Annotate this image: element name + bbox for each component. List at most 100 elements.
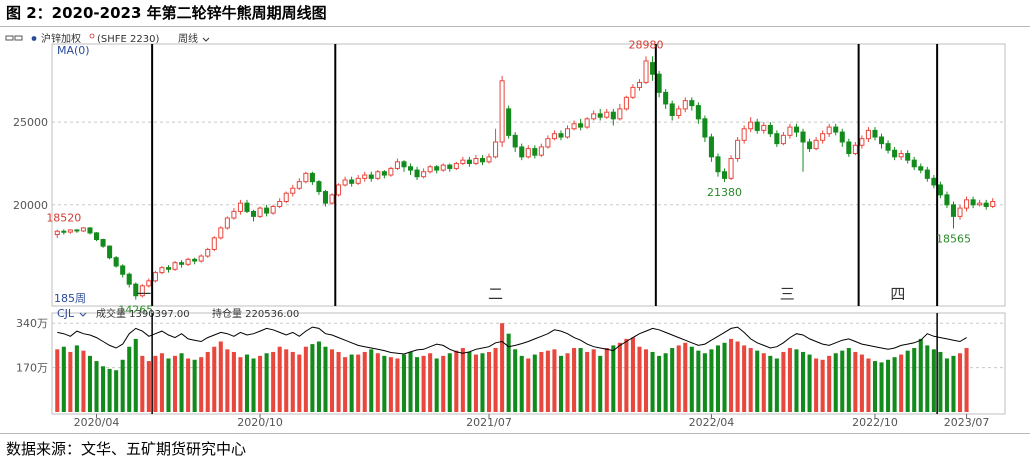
volume-bar bbox=[552, 349, 557, 412]
candle-down bbox=[264, 207, 270, 214]
candle-down bbox=[669, 103, 675, 117]
volume-bar bbox=[892, 357, 897, 412]
volume-bar bbox=[912, 348, 917, 412]
candle-up bbox=[355, 177, 361, 184]
candle-up bbox=[643, 60, 649, 83]
candle-down bbox=[650, 62, 656, 75]
volume-bar bbox=[853, 351, 858, 412]
volume-bar bbox=[133, 338, 138, 412]
candle-down bbox=[179, 262, 185, 265]
volume-tick-label: 340万 bbox=[16, 317, 48, 330]
period-selector[interactable]: 周线 bbox=[178, 32, 198, 45]
candle-up bbox=[388, 167, 394, 176]
volume-bar bbox=[774, 358, 779, 412]
candle-up bbox=[440, 164, 446, 171]
candle-up bbox=[342, 179, 348, 186]
candle-up bbox=[218, 227, 224, 239]
candle-down bbox=[192, 258, 198, 262]
symbol-name[interactable]: 沪锌加权 bbox=[41, 32, 81, 45]
chevron-down-icon[interactable] bbox=[202, 37, 210, 42]
volume-bar bbox=[205, 351, 210, 412]
candle-down bbox=[532, 148, 538, 156]
candle-up bbox=[277, 200, 283, 207]
candle-up bbox=[990, 200, 996, 207]
candle-down bbox=[368, 174, 374, 179]
candle-down bbox=[950, 204, 957, 217]
volume-bar bbox=[114, 370, 119, 412]
volume-bar bbox=[696, 350, 701, 412]
price-grid: 20000 25000 bbox=[13, 116, 1005, 212]
x-tick-label: 2022/04 bbox=[689, 416, 735, 429]
candle-down bbox=[120, 265, 126, 275]
layout-icon[interactable] bbox=[5, 35, 14, 41]
volume-bar bbox=[284, 349, 289, 412]
candle-down bbox=[721, 171, 728, 179]
volume-bar bbox=[755, 350, 760, 412]
volume-bar bbox=[212, 346, 217, 412]
volume-bar bbox=[61, 346, 66, 412]
candle-down bbox=[479, 158, 486, 163]
x-tick-label: 2020/04 bbox=[74, 416, 120, 429]
indicator-label[interactable]: CJL bbox=[57, 307, 75, 320]
candle-down bbox=[807, 141, 813, 150]
candle-up bbox=[453, 162, 459, 169]
volume-bar bbox=[297, 354, 302, 412]
volume-bar bbox=[918, 338, 923, 412]
volume-bar bbox=[715, 345, 721, 412]
volume-bar bbox=[539, 351, 544, 412]
candle-down bbox=[316, 181, 322, 193]
candle-up bbox=[290, 187, 296, 194]
volume-bar bbox=[951, 355, 956, 412]
source-divider bbox=[0, 433, 1030, 434]
candle-up bbox=[623, 96, 629, 110]
volume-bar bbox=[68, 351, 73, 412]
volume-bar bbox=[611, 345, 616, 412]
zinc-weekly-chart[interactable]: 沪锌加权 (SHFE 2230) 周线 MA(0) 185周 20000 2500… bbox=[0, 0, 1030, 434]
chevron-down-icon[interactable] bbox=[79, 312, 87, 317]
candle-down bbox=[100, 239, 106, 247]
candle-up bbox=[139, 285, 145, 297]
volume-bar bbox=[840, 350, 845, 412]
volume-bar bbox=[382, 355, 387, 412]
layout-icon[interactable] bbox=[14, 35, 23, 41]
volume-bar bbox=[591, 349, 596, 412]
volume-bar bbox=[683, 342, 688, 412]
x-tick-label: 2022/10 bbox=[852, 416, 898, 429]
candle-down bbox=[578, 123, 584, 128]
volume-bar bbox=[244, 354, 250, 412]
candle-down bbox=[250, 210, 257, 217]
volume-bar bbox=[264, 353, 269, 412]
phase-label: 二 bbox=[488, 285, 503, 303]
candles bbox=[54, 56, 996, 300]
candle-down bbox=[872, 129, 878, 138]
candle-up bbox=[538, 146, 544, 156]
candle-down bbox=[905, 153, 911, 161]
candle-up bbox=[159, 267, 165, 274]
candle-down bbox=[597, 113, 603, 118]
candle-down bbox=[892, 149, 898, 158]
volume-bar bbox=[565, 353, 570, 412]
candle-up bbox=[493, 141, 499, 158]
candle-down bbox=[924, 169, 930, 179]
volume-bar bbox=[251, 358, 256, 412]
volume-bar bbox=[827, 355, 832, 412]
symbol-marker-icon bbox=[89, 33, 95, 39]
candle-up bbox=[283, 192, 289, 202]
volume-bar bbox=[787, 348, 792, 412]
candle-down bbox=[663, 91, 669, 105]
candle-up bbox=[336, 184, 342, 196]
candle-down bbox=[774, 133, 780, 145]
candle-up bbox=[198, 255, 204, 262]
candle-up bbox=[591, 113, 597, 120]
candle-up bbox=[741, 128, 747, 141]
candle-up bbox=[205, 248, 211, 257]
volume-bar bbox=[146, 361, 151, 412]
price-annotation: 28980 bbox=[629, 38, 664, 51]
volume-bar bbox=[153, 355, 158, 412]
volume-bar bbox=[186, 358, 191, 412]
candle-up bbox=[394, 161, 400, 169]
volume-bar bbox=[231, 351, 236, 412]
volume-tick-label: 170万 bbox=[16, 362, 48, 375]
candle-down bbox=[558, 133, 564, 138]
